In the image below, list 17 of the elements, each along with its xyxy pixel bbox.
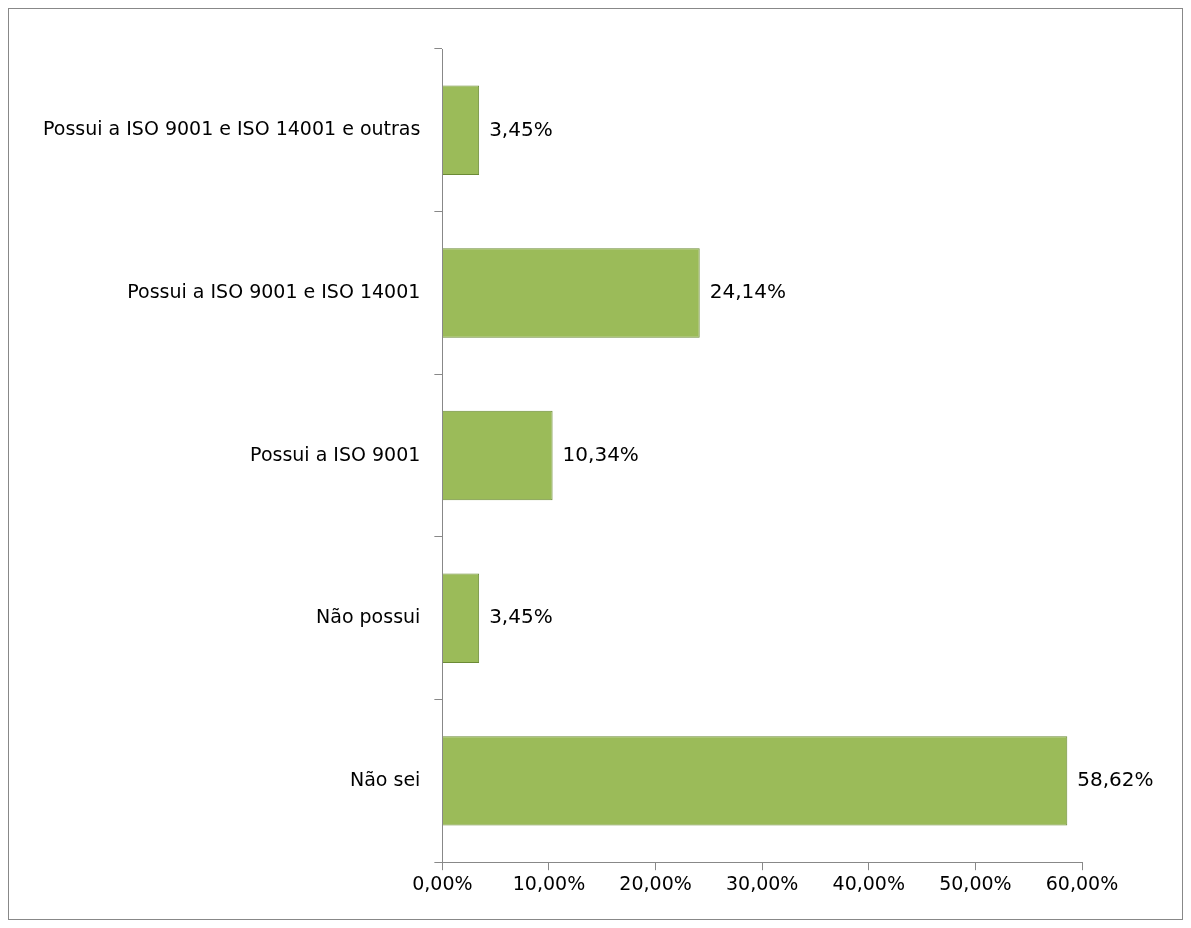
x-tick-label: 20,00% bbox=[619, 871, 692, 894]
data-label: 3,45% bbox=[489, 604, 553, 629]
y-tick-label: Possui a ISO 9001 bbox=[250, 442, 421, 465]
y-tick-label: Possui a ISO 9001 e ISO 14001 e outras bbox=[42, 117, 421, 140]
data-label: 10,34% bbox=[562, 441, 639, 466]
x-tick-label: 30,00% bbox=[725, 871, 799, 894]
data-label: 24,14% bbox=[709, 279, 786, 304]
y-tick-label: Não possui bbox=[316, 605, 421, 628]
data-label: 3,45% bbox=[489, 116, 553, 141]
x-tick-label: 40,00% bbox=[832, 871, 906, 894]
data-label: 58,62% bbox=[1077, 767, 1154, 792]
x-tick-label: 0,00% bbox=[412, 871, 473, 894]
x-tick-label: 50,00% bbox=[939, 871, 1012, 894]
x-tick-label: 60,00% bbox=[1045, 871, 1119, 894]
y-tick-label: Possui a ISO 9001 e ISO 14001 bbox=[127, 279, 421, 302]
y-tick-label: Não sei bbox=[349, 767, 421, 790]
x-tick-label: 10,00% bbox=[512, 871, 586, 894]
